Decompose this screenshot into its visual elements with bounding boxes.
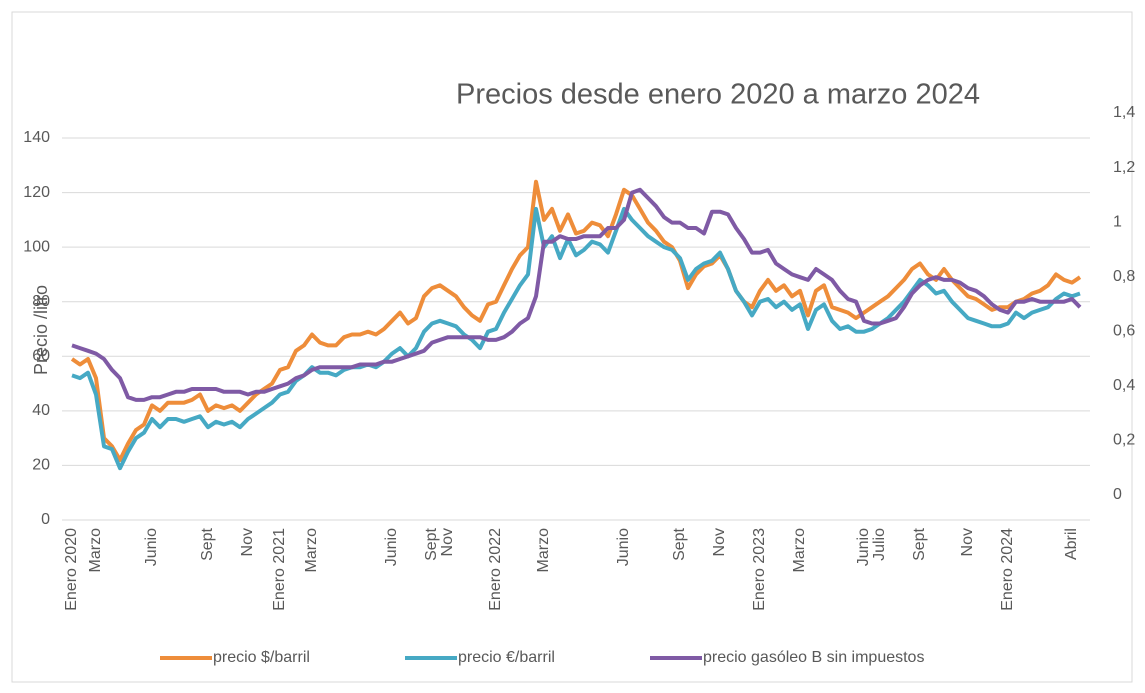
y-tick-label: 40 (32, 402, 50, 419)
series-line (70, 179, 1082, 462)
x-tick-label: Marzo (791, 528, 808, 573)
x-tick-label: Marzo (535, 528, 552, 573)
x-tick-label: Nov (239, 528, 256, 556)
x-tick-label: Abril (1063, 528, 1080, 560)
y-tick-label: 140 (23, 129, 50, 146)
x-tick-label: Sept (911, 527, 928, 560)
x-tick-label: Sept (423, 527, 440, 560)
legend-label: precio €/barril (458, 649, 555, 666)
legend-label: precio gasóleo B sin impuestos (703, 649, 924, 666)
y-tick-label: 60 (32, 348, 50, 365)
y2-tick-label: 1 (1113, 213, 1122, 230)
x-tick-label: Sept (199, 527, 216, 560)
x-tick-label: Enero 2021 (271, 528, 288, 611)
y-tick-label: 100 (23, 238, 50, 255)
x-tick-label: Junio (615, 528, 632, 566)
x-tick-label: Nov (959, 528, 976, 556)
y-axis-label: Precio /litro (31, 285, 51, 375)
series-line (71, 187, 1082, 402)
y2-tick-label: 0,2 (1113, 432, 1135, 449)
x-tick-label: Marzo (87, 528, 104, 573)
y-tick-label: 120 (23, 184, 50, 201)
y2-tick-label: 0 (1113, 486, 1122, 503)
y-tick-label: 80 (32, 293, 50, 310)
x-tick-label: Junio (383, 528, 400, 566)
x-tick-label: Marzo (303, 528, 320, 573)
y2-tick-label: 1,4 (1113, 104, 1135, 121)
x-tick-label: Nov (711, 528, 728, 556)
y2-tick-label: 0,6 (1113, 323, 1135, 340)
chart-title: Precios desde enero 2020 a marzo 2024 (456, 79, 980, 111)
x-tick-label: Sept (671, 527, 688, 560)
x-tick-label: Enero 2024 (999, 528, 1016, 611)
x-tick-label: Enero 2020 (63, 528, 80, 611)
y2-tick-label: 1,2 (1113, 159, 1135, 176)
x-tick-label: Enero 2023 (751, 528, 768, 611)
y2-tick-label: 0,4 (1113, 377, 1135, 394)
x-tick-label: Nov (439, 528, 456, 556)
x-tick-label: Julio (871, 528, 888, 561)
x-tick-label: Enero 2022 (487, 528, 504, 611)
y-tick-label: 0 (41, 511, 50, 528)
y-tick-label: 20 (32, 457, 50, 474)
chart-border (11, 11, 1133, 683)
x-tick-label: Junio (143, 528, 160, 566)
legend-label: precio $/barril (213, 649, 310, 666)
y2-tick-label: 0,8 (1113, 268, 1135, 285)
x-tick-label: Junio (855, 528, 872, 566)
